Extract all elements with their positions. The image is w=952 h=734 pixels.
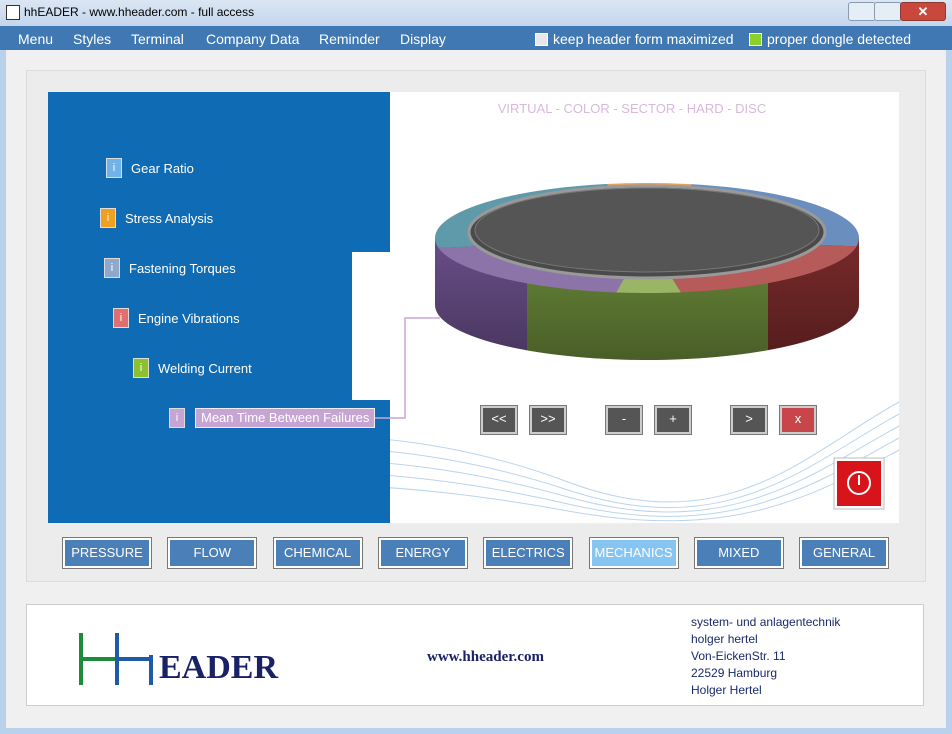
footer: EADER www.hheader.com system- und anlage…: [26, 604, 924, 706]
disc-hub-inner: [474, 187, 820, 273]
window-title: hhEADER - www.hheader.com - full access: [24, 5, 255, 19]
address-line: holger hertel: [691, 632, 758, 646]
item-label[interactable]: Fastening Torques: [129, 261, 236, 276]
display-area: VIRTUAL - COLOR - SECTOR - HARD - DISC: [48, 92, 899, 523]
disc-title: VIRTUAL - COLOR - SECTOR - HARD - DISC: [498, 101, 766, 116]
item-label[interactable]: Stress Analysis: [125, 211, 214, 226]
maximize-button[interactable]: [874, 2, 902, 21]
disc-button[interactable]: >: [731, 406, 767, 434]
item-icon[interactable]: i: [104, 258, 120, 278]
title-bar: hhEADER - www.hheader.com - full access …: [0, 0, 952, 26]
item-label[interactable]: Gear Ratio: [131, 161, 194, 176]
checkbox[interactable]: [749, 33, 762, 46]
category-button[interactable]: MECHANICS: [589, 538, 678, 568]
disc-button[interactable]: >>: [530, 406, 566, 434]
item-icon[interactable]: i: [113, 308, 129, 328]
item-icon[interactable]: i: [169, 408, 185, 428]
disc-button[interactable]: -: [606, 406, 642, 434]
category-button[interactable]: ENERGY: [378, 538, 467, 568]
checkbox[interactable]: [535, 33, 548, 46]
connector-line: [370, 317, 440, 419]
logo-mark: [79, 633, 153, 685]
menu-bar: [0, 26, 952, 50]
item-label[interactable]: Mean Time Between Failures: [195, 408, 376, 428]
close-button[interactable]: ✕: [900, 2, 946, 21]
item-label[interactable]: Welding Current: [158, 361, 252, 376]
menu-item[interactable]: Company Data: [206, 31, 300, 47]
category-button[interactable]: PRESSURE: [63, 538, 151, 568]
checkbox-label[interactable]: keep header form maximized: [553, 31, 734, 47]
menu-item[interactable]: Menu: [18, 31, 54, 47]
disc-button[interactable]: <<: [481, 406, 517, 434]
category-button[interactable]: MIXED: [694, 538, 783, 568]
menu-item[interactable]: Terminal: [131, 31, 184, 47]
category-button[interactable]: CHEMICAL: [273, 538, 362, 568]
category-button[interactable]: FLOW: [168, 538, 257, 568]
category-button[interactable]: ELECTRICS: [484, 538, 573, 568]
checkbox-label[interactable]: proper dongle detected: [767, 31, 911, 47]
logo-text: EADER: [159, 649, 279, 686]
address-line: system- und anlagentechnik: [691, 615, 841, 629]
app-icon: [6, 5, 20, 20]
menu-item[interactable]: Display: [400, 31, 446, 47]
item-label[interactable]: Engine Vibrations: [138, 311, 240, 326]
item-icon[interactable]: i: [133, 358, 149, 378]
disc-button[interactable]: x: [780, 406, 816, 434]
menu-item[interactable]: Reminder: [319, 31, 380, 47]
footer-url[interactable]: www.hheader.com: [427, 649, 544, 665]
address-line: Von-EickenStr. 11: [691, 649, 786, 663]
disc-button[interactable]: +: [655, 406, 691, 434]
address-line: 22529 Hamburg: [691, 666, 778, 680]
minimize-button[interactable]: [848, 2, 876, 21]
menu-item[interactable]: Styles: [73, 31, 112, 47]
item-icon[interactable]: i: [100, 208, 116, 228]
power-button[interactable]: [833, 457, 885, 510]
item-icon[interactable]: i: [106, 158, 122, 178]
address-line: Holger Hertel: [691, 683, 762, 697]
sidebar-bg: [48, 92, 390, 523]
category-button[interactable]: GENERAL: [800, 538, 889, 568]
